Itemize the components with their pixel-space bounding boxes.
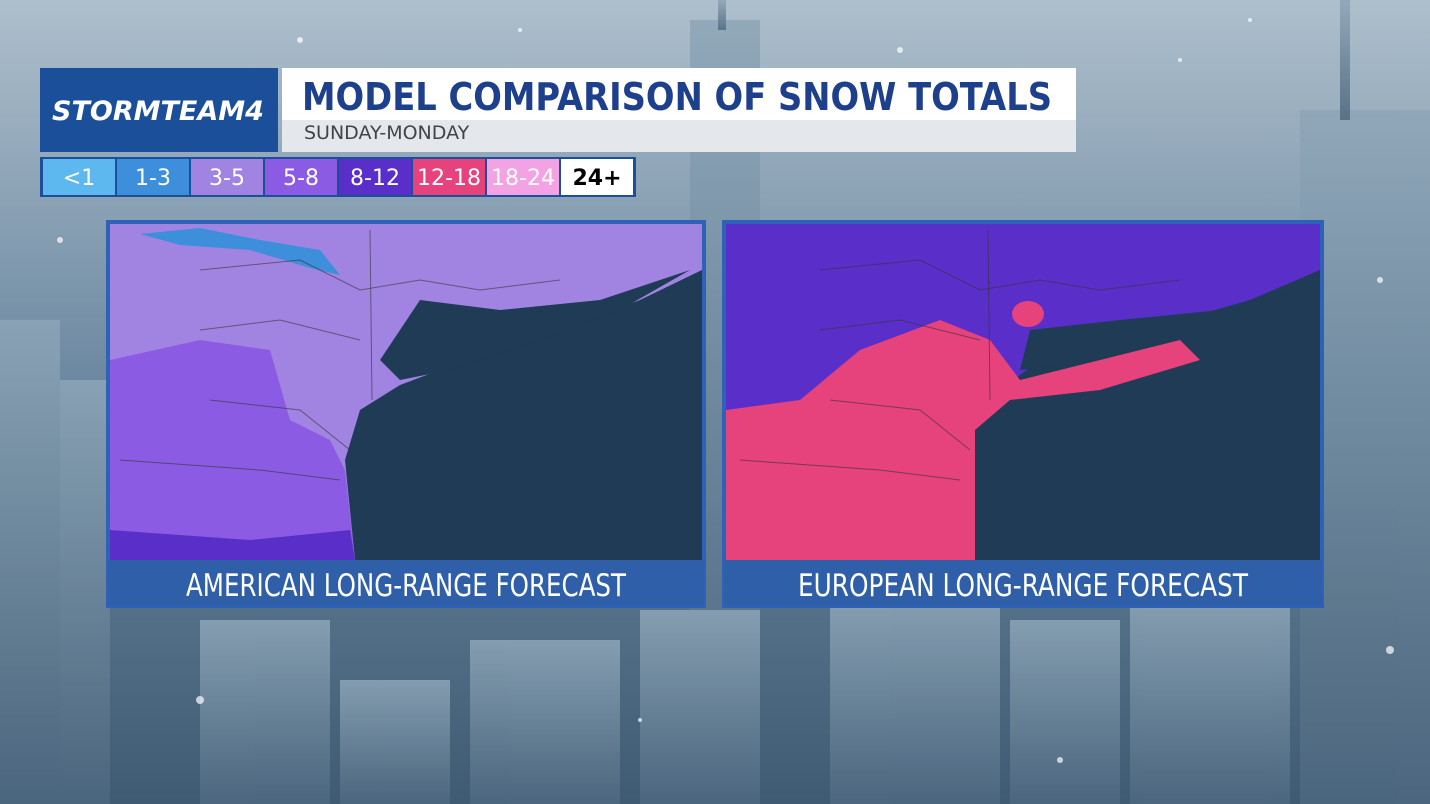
legend-swatch xyxy=(413,159,485,195)
logo-box xyxy=(40,68,278,152)
legend-swatch xyxy=(191,159,263,195)
subtitle-box xyxy=(282,120,1076,152)
caption-band xyxy=(108,560,704,606)
panel-caption: AMERICAN LONG-RANGE FORECAST xyxy=(186,568,627,604)
title: MODEL COMPARISON OF SNOW TOTALS xyxy=(302,75,1052,119)
legend-swatch xyxy=(487,159,559,195)
legend-swatch xyxy=(117,159,189,195)
legend-swatch xyxy=(561,159,633,195)
legend-swatch xyxy=(265,159,337,195)
legend-label: 3-5 xyxy=(209,166,245,191)
legend-swatch xyxy=(339,159,411,195)
legend-label: 18-24 xyxy=(491,166,555,191)
legend-swatch xyxy=(43,159,115,195)
legend-label: 8-12 xyxy=(350,166,400,191)
legend-label: <1 xyxy=(63,166,95,191)
legend-label: 24+ xyxy=(572,166,621,191)
legend-label: 5-8 xyxy=(283,166,319,191)
snowflakes xyxy=(57,18,1394,763)
legend-label: 12-18 xyxy=(417,166,481,191)
logo: STORMTEAM4 xyxy=(52,96,264,127)
map-european xyxy=(726,224,1320,560)
map-american xyxy=(110,224,702,560)
caption-band xyxy=(724,560,1322,606)
subtitle: SUNDAY-MONDAY xyxy=(304,122,470,144)
panel-caption: EUROPEAN LONG-RANGE FORECAST xyxy=(798,568,1249,604)
legend-label: 1-3 xyxy=(135,166,171,191)
legend: <1 1-3 3-5 5-8 8-12 12-18 18-24 24+ xyxy=(40,157,636,197)
